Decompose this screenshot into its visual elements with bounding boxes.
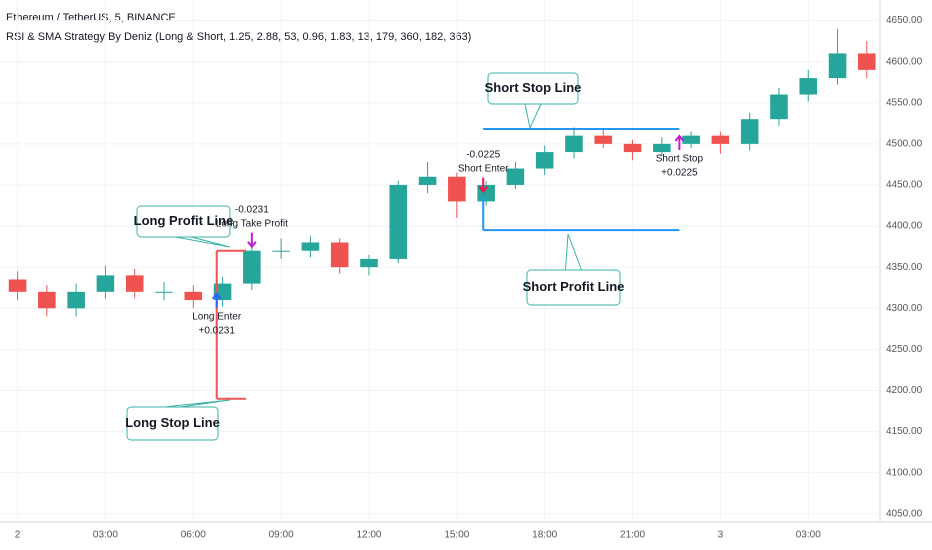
candle-body <box>565 135 583 153</box>
candle-body <box>389 184 408 259</box>
x-tick-label: 2 <box>15 530 21 541</box>
candle-body <box>858 53 876 70</box>
candle-body <box>799 78 818 95</box>
callout-box <box>526 269 621 306</box>
signal-arrowhead <box>478 186 488 194</box>
x-tick-label: 03:00 <box>796 530 821 541</box>
signal-label: +0.0225 <box>661 168 698 179</box>
candle-body <box>682 135 700 144</box>
signal-label: -0.0231 <box>235 204 269 215</box>
candle-body <box>770 94 788 120</box>
y-tick-label: 4400.00 <box>886 221 923 232</box>
callout-box <box>487 72 579 105</box>
signal-arrowhead <box>211 292 222 300</box>
symbol: Ethereum / TetherUS, 5, BINANCE <box>6 12 176 24</box>
callout-tail <box>565 233 582 271</box>
callout-tail <box>524 103 542 130</box>
callout-tail <box>164 399 231 408</box>
candle-body <box>67 291 85 309</box>
y-tick-label: 4600.00 <box>886 56 923 67</box>
candle-body <box>125 275 144 292</box>
callout-box <box>126 406 219 441</box>
x-tick-label: 12:00 <box>356 530 381 541</box>
signal-label: Long Enter <box>192 311 242 322</box>
candle-body <box>418 176 437 185</box>
candle-body <box>155 291 173 293</box>
y-tick-label: 4350.00 <box>886 262 923 273</box>
candle-body <box>38 291 56 309</box>
signal-label: Short Enter <box>458 163 509 174</box>
callout-text: Short Stop Line <box>485 80 582 95</box>
signal-label: -0.0225 <box>466 149 500 160</box>
callout-text: Long Profit Line <box>134 213 234 228</box>
signal-label: Long Take Profit <box>216 218 288 229</box>
y-tick-label: 4250.00 <box>886 344 923 355</box>
candle-body <box>360 258 378 268</box>
x-tick-label: 18:00 <box>532 530 557 541</box>
signal-arrowhead <box>674 134 685 142</box>
candle-body <box>448 176 466 202</box>
y-tick-label: 4450.00 <box>886 180 923 191</box>
callout-box <box>136 205 231 238</box>
y-tick-label: 4200.00 <box>886 385 923 396</box>
x-tick-label: 15:00 <box>444 530 469 541</box>
signal-label: Short Stop <box>656 154 704 165</box>
x-tick-label: 21:00 <box>620 530 645 541</box>
candle-body <box>535 152 554 169</box>
x-tick-label: 03:00 <box>93 530 118 541</box>
x-tick-label: 09:00 <box>269 530 294 541</box>
signal-arrowhead <box>247 241 257 249</box>
candle-body <box>301 242 320 251</box>
candle-body <box>184 291 203 301</box>
signal-label: +0.0231 <box>198 325 235 336</box>
candle-body <box>330 242 349 268</box>
candle-body <box>711 135 730 144</box>
callout-text: Long Stop Line <box>125 415 220 430</box>
candle-body <box>96 275 115 292</box>
candle-body <box>506 168 525 185</box>
y-tick-label: 4050.00 <box>886 508 923 519</box>
y-tick-label: 4100.00 <box>886 467 923 478</box>
callout-tail <box>175 236 231 248</box>
y-tick-label: 4550.00 <box>886 97 923 108</box>
candle-body <box>272 250 290 252</box>
candle-body <box>740 119 759 144</box>
indicator: RSI & SMA Strategy By Deniz (Long & Shor… <box>6 31 471 43</box>
x-tick-label: 06:00 <box>181 530 206 541</box>
candle-body <box>623 143 642 153</box>
y-tick-label: 4650.00 <box>886 15 923 26</box>
y-tick-label: 4300.00 <box>886 303 923 314</box>
candle-body <box>653 143 671 153</box>
candle-body <box>243 250 261 284</box>
y-tick-label: 4500.00 <box>886 138 923 149</box>
candle-body <box>8 279 27 292</box>
candle-body <box>594 135 613 144</box>
candle-body <box>828 53 847 79</box>
y-tick-label: 4150.00 <box>886 426 923 437</box>
callout-text: Short Profit Line <box>523 279 625 294</box>
x-tick-label: 3 <box>718 530 724 541</box>
